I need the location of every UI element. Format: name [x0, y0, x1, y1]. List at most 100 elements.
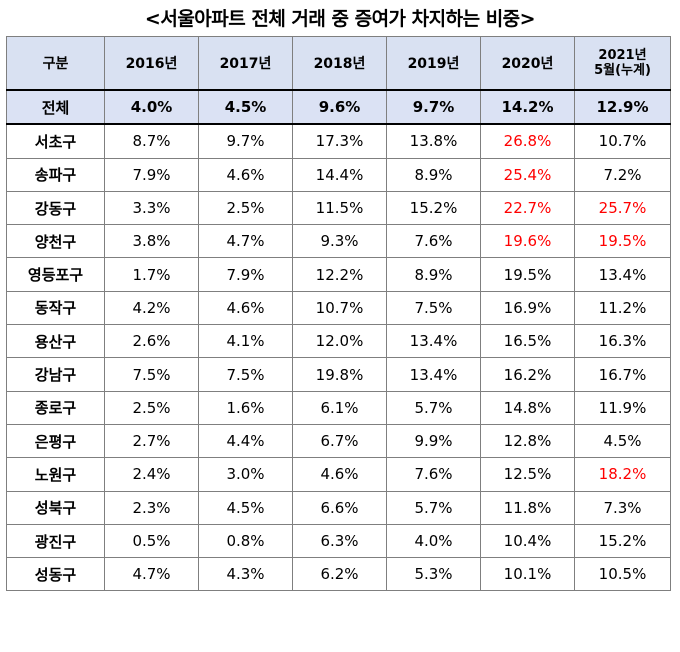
value-cell: 16.3% [574, 324, 671, 359]
value-cell: 4.7% [104, 557, 199, 592]
row-label: 광진구 [6, 523, 105, 559]
table-row: 광진구 0.5% 0.8% 6.3% 4.0% 10.4% 15.2% [6, 523, 671, 559]
value-cell: 10.7% [574, 123, 671, 159]
value-cell: 19.5% [480, 257, 575, 292]
value-cell: 12.2% [292, 257, 387, 292]
table-row: 영등포구 1.7% 7.9% 12.2% 8.9% 19.5% 13.4% [6, 257, 671, 292]
value-cell: 7.5% [198, 357, 293, 392]
value-cell: 7.2% [574, 157, 671, 192]
value-cell: 0.5% [104, 523, 199, 559]
value-cell: 11.2% [574, 290, 671, 326]
table-title: <서울아파트 전체 거래 중 증여가 차지하는 비중> [144, 8, 536, 30]
share-table: 구분 2016년 2017년 2018년 2019년 2020년 2021년 5월(누계) … [6, 36, 671, 592]
value-cell: 13.4% [386, 324, 481, 359]
column-header: 2019년 [386, 36, 481, 91]
row-label: 송파구 [6, 157, 105, 192]
row-label: 성북구 [6, 490, 105, 525]
value-cell: 4.6% [198, 290, 293, 326]
value-cell: 3.8% [104, 224, 199, 259]
row-label: 강동구 [6, 190, 105, 226]
value-cell: 12.5% [480, 457, 575, 492]
value-cell: 1.6% [198, 390, 293, 425]
value-cell: 4.5% [198, 490, 293, 525]
value-cell: 4.3% [198, 557, 293, 592]
value-cell: 14.4% [292, 157, 387, 192]
value-cell: 9.7% [198, 123, 293, 159]
value-cell: 3.3% [104, 190, 199, 226]
value-cell: 4.5% [574, 423, 671, 459]
value-cell: 19.5% [574, 224, 671, 259]
value-cell: 0.8% [198, 523, 293, 559]
value-cell: 6.1% [292, 390, 387, 425]
value-cell: 9.9% [386, 423, 481, 459]
value-cell: 2.5% [104, 390, 199, 425]
value-cell: 5.7% [386, 390, 481, 425]
value-cell: 9.7% [386, 89, 481, 126]
value-cell: 7.3% [574, 490, 671, 525]
column-header: 구분 [6, 36, 105, 91]
value-cell: 15.2% [574, 523, 671, 559]
value-cell: 4.0% [104, 89, 199, 126]
value-cell: 16.2% [480, 357, 575, 392]
value-cell: 7.5% [104, 357, 199, 392]
value-cell: 4.5% [198, 89, 293, 126]
value-cell: 16.5% [480, 324, 575, 359]
header-row: 구분 2016년 2017년 2018년 2019년 2020년 2021년 5월(누계) [6, 36, 671, 91]
value-cell: 9.3% [292, 224, 387, 259]
column-header: 2021년 5월(누계) [574, 36, 671, 91]
row-label: 은평구 [6, 423, 105, 459]
value-cell: 26.8% [480, 123, 575, 159]
table-body: 전체 4.0% 4.5% 9.6% 9.7% 14.2% 12.9% 서초구 8.7% 9.7% 1… [6, 89, 671, 592]
value-cell: 4.0% [386, 523, 481, 559]
column-header: 2020년 [480, 36, 575, 91]
table-row: 서초구 8.7% 9.7% 17.3% 13.8% 26.8% 10.7% [6, 123, 671, 159]
value-cell: 7.9% [104, 157, 199, 192]
row-label: 용산구 [6, 324, 105, 359]
value-cell: 7.6% [386, 224, 481, 259]
value-cell: 11.5% [292, 190, 387, 226]
value-cell: 5.3% [386, 557, 481, 592]
table-row: 성동구 4.7% 4.3% 6.2% 5.3% 10.1% 10.5% [6, 557, 671, 592]
value-cell: 19.8% [292, 357, 387, 392]
value-cell: 17.3% [292, 123, 387, 159]
value-cell: 6.7% [292, 423, 387, 459]
value-cell: 10.7% [292, 290, 387, 326]
value-cell: 3.0% [198, 457, 293, 492]
value-cell: 15.2% [386, 190, 481, 226]
value-cell: 4.6% [198, 157, 293, 192]
table-row: 강동구 3.3% 2.5% 11.5% 15.2% 22.7% 25.7% [6, 190, 671, 226]
table-row: 노원구 2.4% 3.0% 4.6% 7.6% 12.5% 18.2% [6, 457, 671, 492]
value-cell: 6.2% [292, 557, 387, 592]
row-label: 전체 [6, 89, 105, 126]
value-cell: 16.9% [480, 290, 575, 326]
value-cell: 19.6% [480, 224, 575, 259]
value-cell: 22.7% [480, 190, 575, 226]
value-cell: 10.4% [480, 523, 575, 559]
table-row: 용산구 2.6% 4.1% 12.0% 13.4% 16.5% 16.3% [6, 324, 671, 359]
table-row: 동작구 4.2% 4.6% 10.7% 7.5% 16.9% 11.2% [6, 290, 671, 326]
column-header: 2018년 [292, 36, 387, 91]
value-cell: 2.4% [104, 457, 199, 492]
row-label: 영등포구 [6, 257, 105, 292]
value-cell: 4.4% [198, 423, 293, 459]
value-cell: 25.4% [480, 157, 575, 192]
value-cell: 4.7% [198, 224, 293, 259]
value-cell: 16.7% [574, 357, 671, 392]
value-cell: 2.3% [104, 490, 199, 525]
value-cell: 4.6% [292, 457, 387, 492]
row-label: 종로구 [6, 390, 105, 425]
row-label: 동작구 [6, 290, 105, 326]
value-cell: 2.7% [104, 423, 199, 459]
value-cell: 13.4% [574, 257, 671, 292]
value-cell: 13.8% [386, 123, 481, 159]
table-row: 송파구 7.9% 4.6% 14.4% 8.9% 25.4% 7.2% [6, 157, 671, 192]
value-cell: 8.9% [386, 157, 481, 192]
value-cell: 7.5% [386, 290, 481, 326]
column-header: 2017년 [198, 36, 293, 91]
value-cell: 12.9% [574, 89, 671, 126]
table-row: 은평구 2.7% 4.4% 6.7% 9.9% 12.8% 4.5% [6, 423, 671, 459]
value-cell: 11.8% [480, 490, 575, 525]
value-cell: 11.9% [574, 390, 671, 425]
value-cell: 1.7% [104, 257, 199, 292]
value-cell: 14.8% [480, 390, 575, 425]
